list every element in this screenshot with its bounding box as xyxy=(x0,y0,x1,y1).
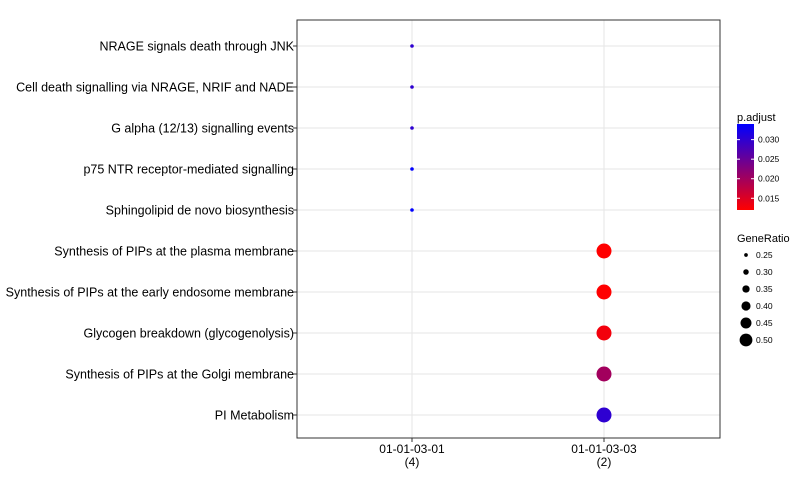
color-legend-label: 0.030 xyxy=(758,135,780,145)
y-tick-label: G alpha (12/13) signalling events xyxy=(111,122,294,136)
data-point xyxy=(410,126,414,130)
size-legend-label: 0.25 xyxy=(756,250,773,260)
color-legend-label: 0.025 xyxy=(758,154,780,164)
y-tick-label: NRAGE signals death through JNK xyxy=(99,40,294,54)
size-legend-label: 0.30 xyxy=(756,267,773,277)
size-legend-key xyxy=(742,285,750,293)
size-legend-label: 0.35 xyxy=(756,284,773,294)
y-tick-label: Synthesis of PIPs at the Golgi membrane xyxy=(65,368,294,382)
data-point xyxy=(410,85,414,89)
size-legend-title: GeneRatio xyxy=(737,233,790,245)
size-legend-key xyxy=(743,269,749,275)
grid-lines xyxy=(297,20,720,438)
size-legend-label: 0.50 xyxy=(756,335,773,345)
data-point xyxy=(410,44,414,48)
x-tick-count: (2) xyxy=(597,455,612,469)
data-points xyxy=(410,44,612,423)
size-legend-key xyxy=(739,333,753,347)
color-legend-title: p.adjust xyxy=(737,112,776,124)
x-axis-ticks: 01-01-03-01(4) 01-01-03-03(2) xyxy=(379,438,637,469)
color-bar xyxy=(737,124,754,210)
size-legend-key xyxy=(740,317,752,329)
size-legend-key xyxy=(741,301,751,311)
y-tick-label: Cell death signalling via NRAGE, NRIF an… xyxy=(16,81,294,95)
color-legend-label: 0.015 xyxy=(758,193,780,203)
data-point xyxy=(410,208,414,212)
y-tick-label: p75 NTR receptor-mediated signalling xyxy=(83,163,294,177)
data-point xyxy=(596,407,612,423)
color-legend: p.adjust 0.030 0.025 0.020 0.015 xyxy=(737,112,780,210)
size-legend: GeneRatio 0.25 0.30 0.35 0.40 0.45 0.50 xyxy=(737,233,790,347)
color-legend-label: 0.020 xyxy=(758,174,780,184)
plot-panel-border xyxy=(296,19,721,439)
data-point xyxy=(596,284,612,300)
size-legend-label: 0.40 xyxy=(756,301,773,311)
size-legend-label: 0.45 xyxy=(756,318,773,328)
size-legend-key xyxy=(744,253,748,257)
y-axis-ticks: NRAGE signals death through JNK Cell deat… xyxy=(6,40,297,423)
y-tick-label: Synthesis of PIPs at the early endosome … xyxy=(6,286,294,300)
y-tick-label: Sphingolipid de novo biosynthesis xyxy=(106,204,294,218)
y-tick-label: PI Metabolism xyxy=(215,409,294,423)
data-point xyxy=(410,167,414,171)
x-tick-label: 01-01-03-01 xyxy=(379,442,445,456)
y-tick-label: Synthesis of PIPs at the plasma membrane xyxy=(54,245,294,259)
data-point xyxy=(596,325,612,341)
data-point xyxy=(596,243,612,259)
x-tick-label: 01-01-03-03 xyxy=(571,442,637,456)
y-tick-label: Glycogen breakdown (glycogenolysis) xyxy=(83,327,294,341)
data-point xyxy=(596,366,612,382)
x-tick-count: (4) xyxy=(405,455,420,469)
